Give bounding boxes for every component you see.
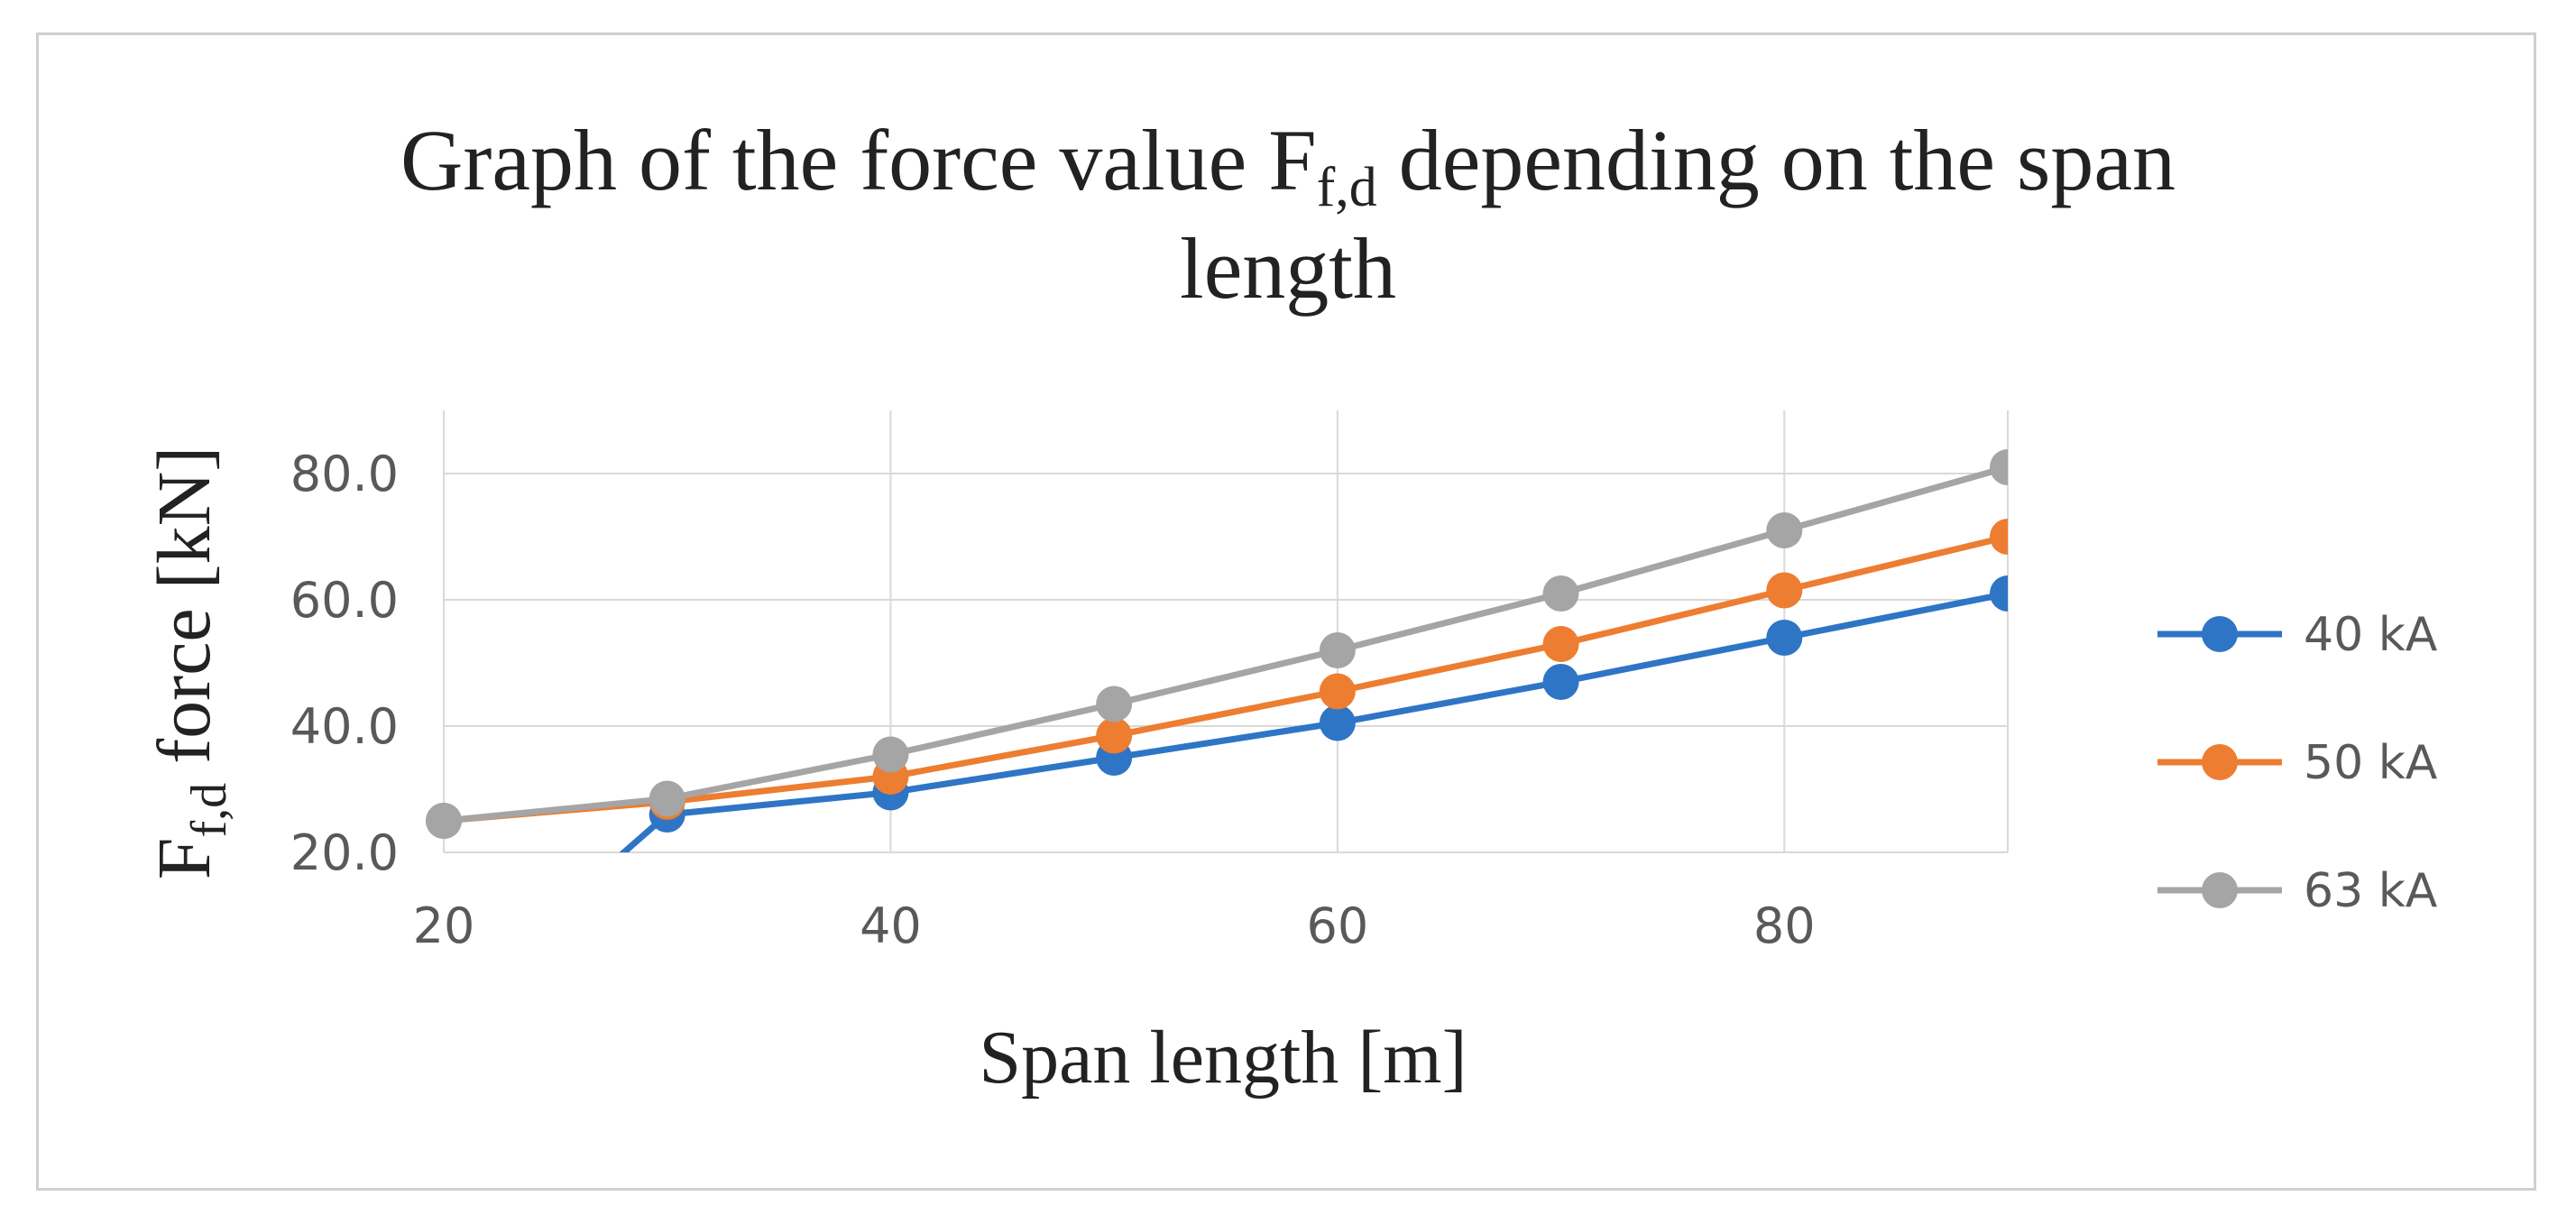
legend-label: 63 kA [2304,864,2438,918]
data-point [1542,664,1579,700]
series-63-ka [426,449,2008,839]
legend-item: 63 kA [2157,864,2438,918]
data-point [1319,673,1356,710]
legend-marker [2202,616,2238,652]
y-tick-label: 80.0 [290,446,399,502]
y-axis-title-rest: force [kN] [143,446,226,783]
data-point [1990,519,2008,555]
x-tick-label: 20 [413,897,475,954]
y-axis-title-subscript: f,d [181,783,237,838]
legend-label: 40 kA [2304,608,2438,662]
data-point [1766,620,1803,656]
y-axis-title: Ff,d force [kN] [143,446,237,880]
x-axis-title: Span length [m] [979,1016,1467,1100]
legend-item: 50 kA [2157,736,2438,790]
legend-marker [2202,872,2238,908]
data-point [1319,632,1356,668]
x-tick-label: 60 [1306,897,1368,954]
data-point [1766,572,1803,609]
y-tick-label: 60.0 [290,572,399,629]
data-point [1990,449,2008,485]
y-tick-label: 20.0 [290,824,399,881]
legend: 40 kA 50 kA 63 kA [2157,608,2438,918]
data-point [426,992,462,1028]
data-point [1096,686,1133,722]
data-point [1319,704,1356,741]
data-point [649,780,685,817]
data-point [1542,626,1579,662]
chart-title-subscript: f,d [1317,157,1377,218]
x-tick-label: 40 [860,897,922,954]
chart-frame [36,32,2536,1191]
legend-label: 50 kA [2304,736,2438,790]
chart-title-prefix: Graph of the force value F [400,112,1317,208]
x-tick-label: 80 [1753,897,1816,954]
series-line [619,590,2008,852]
legend-item: 40 kA [2157,608,2438,662]
data-point [426,803,462,839]
y-tick-label: 40.0 [290,698,399,755]
series-line [443,464,2008,824]
series-line [443,533,2008,824]
series-layer [426,449,2008,1028]
data-point [872,736,909,773]
data-point [1990,575,2008,612]
data-point [1096,717,1133,754]
data-point [1542,575,1579,612]
chart-title-line2: length [1180,220,1396,317]
legend-marker [2202,744,2238,780]
tick-layer: 20.0 40.0 60.0 80.0 20 40 60 80 [290,446,1816,954]
data-point [1766,512,1803,548]
y-axis-title-main: F [143,838,226,880]
chart-title-suffix: depending on the span [1377,112,2176,208]
chart-title-line1: Graph of the force value Ff,d depending … [400,112,2176,218]
